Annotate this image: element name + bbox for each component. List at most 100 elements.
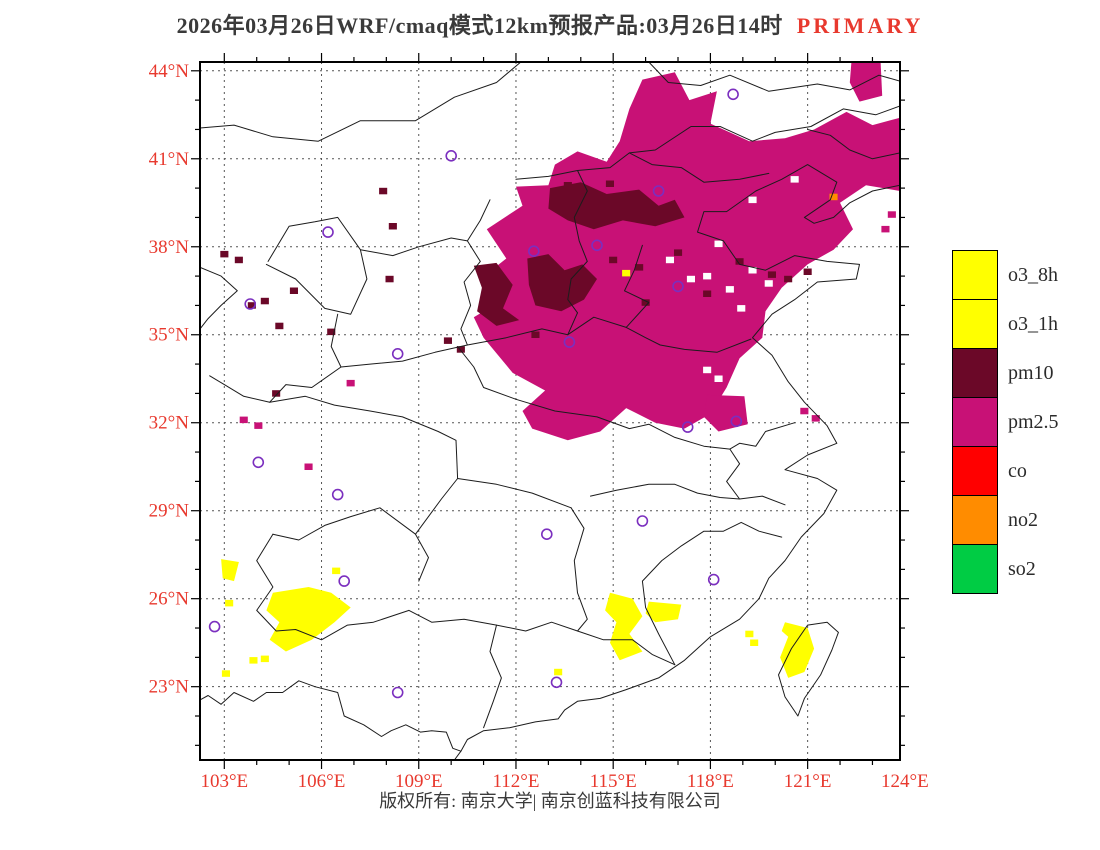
- legend-label-o3_8h: o3_8h: [1008, 263, 1058, 286]
- o3-region: [221, 559, 239, 582]
- axis-ticks: [191, 53, 909, 769]
- title-primary-tag: PRIMARY: [796, 13, 924, 38]
- legend-swatch-pm2_5: [952, 397, 998, 447]
- legend-item-no2: no2: [952, 495, 1059, 545]
- axis-label-lat: 44°N: [149, 61, 190, 82]
- axis-label-lat: 26°N: [149, 589, 190, 610]
- clear-cell: [714, 240, 723, 248]
- legend-item-pm10: pm10: [952, 348, 1059, 398]
- pm10-cell: [260, 297, 269, 305]
- axis-label-lon: 124°E: [881, 771, 929, 792]
- pm2_5-cell: [887, 211, 896, 218]
- pm10-cell: [605, 180, 614, 187]
- boundary-line: [359, 237, 468, 257]
- o3-cell: [554, 668, 563, 676]
- pm2_5-cell: [304, 463, 313, 470]
- clear-cell: [764, 280, 773, 287]
- pm10-cell: [327, 328, 336, 336]
- page-title: 2026年03月26日WRF/cmaq模式12km预报产品:03月26日14时 P…: [0, 8, 1100, 40]
- o3-region: [645, 601, 682, 623]
- boundary-line: [209, 313, 342, 403]
- legend-item-o3_8h: o3_8h: [952, 250, 1059, 300]
- legend-item-pm2_5: pm2.5: [952, 397, 1059, 447]
- pm10-region: [548, 182, 685, 230]
- boundary-line: [200, 680, 462, 752]
- map-area: [200, 62, 900, 760]
- axis-labels: 103°E 106°E 109°E 112°E 115°E 118°E 121°E 124°E…: [149, 61, 929, 792]
- pm10-cell: [563, 182, 572, 189]
- clear-cell: [790, 176, 799, 183]
- legend-swatch-no2: [952, 495, 998, 545]
- station-markers: [208, 88, 743, 699]
- station-marker: [591, 239, 603, 252]
- o3-cell: [622, 269, 631, 277]
- o3-region: [266, 587, 351, 652]
- legend-label-co: co: [1008, 459, 1027, 482]
- station-marker: [681, 421, 694, 433]
- pm10-cell: [388, 223, 397, 230]
- boundary-line: [628, 152, 770, 183]
- pm2_5-cell: [881, 225, 890, 233]
- legend-label-pm10: pm10: [1008, 361, 1054, 384]
- clear-cell: [665, 256, 674, 264]
- pm10-cell: [635, 264, 644, 271]
- o3-region: [780, 622, 815, 678]
- pm10-cell: [784, 275, 793, 283]
- legend-swatch-co: [952, 446, 998, 496]
- station-marker: [445, 150, 458, 162]
- boundary-line: [408, 609, 676, 666]
- axis-label-lon: 103°E: [200, 771, 248, 792]
- pm10-cell: [275, 322, 284, 330]
- pm10-cell: [703, 290, 712, 297]
- pm10-cell: [767, 271, 776, 278]
- pm10-cell: [609, 256, 618, 264]
- station-marker: [563, 336, 576, 348]
- boundary-line: [460, 199, 578, 346]
- legend-item-o3_1h: o3_1h: [952, 299, 1059, 349]
- legend-label-pm2_5: pm2.5: [1008, 410, 1059, 433]
- pm10-cell: [803, 268, 812, 275]
- admin-boundaries: [200, 62, 900, 760]
- pm2_5-cell: [800, 407, 809, 415]
- station-marker: [391, 686, 404, 699]
- title-main: 2026年03月26日WRF/cmaq模式12km预报产品:03月26日14时: [176, 13, 783, 38]
- legend-swatch-o3_1h: [952, 299, 998, 349]
- pm10-cell: [456, 346, 465, 353]
- axis-label-lon: 121°E: [784, 771, 832, 792]
- axis-label-lon: 118°E: [687, 771, 734, 792]
- clear-cell: [686, 275, 695, 283]
- clear-cell: [725, 286, 734, 293]
- station-marker: [322, 226, 334, 238]
- pm10-region: [473, 262, 520, 326]
- pm2_5-cell: [239, 416, 248, 424]
- map-frame: [199, 61, 901, 761]
- station-marker: [252, 456, 265, 469]
- axis-label-lon: 106°E: [298, 771, 346, 792]
- axis-label-lon: 115°E: [590, 771, 637, 792]
- station-marker: [208, 620, 221, 633]
- axis-label-lat: 38°N: [149, 237, 190, 258]
- o3-cell: [260, 655, 269, 663]
- o3-cell: [221, 670, 230, 677]
- clear-cell: [737, 305, 746, 312]
- axis-label-lat: 41°N: [149, 149, 190, 170]
- boundary-line: [567, 316, 627, 336]
- o3-region: [605, 592, 643, 661]
- boundary-line: [648, 62, 900, 92]
- boundary-line: [272, 507, 416, 541]
- boundary-line: [641, 521, 783, 666]
- station-marker: [338, 575, 351, 587]
- legend-swatch-o3_8h: [952, 250, 998, 300]
- boundary-line: [269, 395, 459, 582]
- clear-cell: [703, 366, 712, 374]
- axis-label-lon: 112°E: [493, 771, 540, 792]
- axis-label-lon: 109°E: [395, 771, 443, 792]
- boundary-line: [265, 216, 368, 315]
- station-marker: [652, 185, 665, 197]
- boundary-line: [590, 483, 741, 500]
- no2-cell: [829, 193, 838, 201]
- pm10-cell: [531, 331, 540, 338]
- station-marker: [707, 573, 720, 586]
